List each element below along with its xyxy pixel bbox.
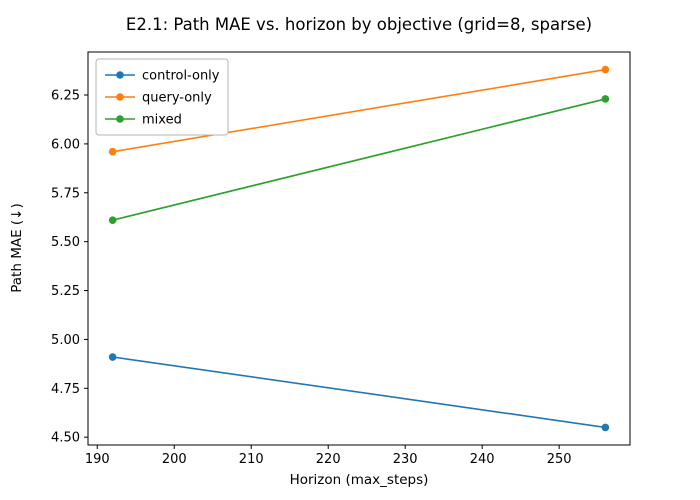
plot-root: 190 200 210 220 230 240 250 4.50 4.75 5.00 5.25 5.5…	[51, 51, 631, 467]
x-tick-label: 190	[85, 452, 110, 467]
series-line	[112, 98, 606, 221]
y-tick-label: 4.75	[51, 382, 80, 397]
data-point-marker	[601, 95, 610, 103]
data-point-marker	[601, 65, 610, 74]
series-line	[112, 68, 606, 153]
plot-frame	[87, 51, 631, 446]
x-tick-label: 220	[316, 452, 341, 467]
x-tick-label: 210	[239, 452, 264, 467]
x-tick-label: 250	[547, 452, 572, 467]
series-control-only	[108, 353, 610, 432]
y-tick-label: 5.75	[51, 186, 80, 201]
legend-entry-label: query-only	[142, 91, 212, 106]
legend-entry-label: control-only	[142, 69, 220, 84]
y-tick-label: 5.25	[51, 284, 80, 299]
series-mixed	[108, 95, 610, 224]
y-tick-label: 5.00	[51, 333, 80, 348]
legend-box	[95, 58, 229, 136]
data-point-marker	[108, 353, 117, 361]
series-line	[112, 356, 606, 429]
series-query-only	[108, 65, 610, 156]
legend: control-only query-only mixed	[95, 58, 229, 136]
y-axis-label: Path MAE (↓)	[9, 203, 25, 293]
legend-entry-label: mixed	[142, 113, 182, 128]
legend-sample-marker	[116, 71, 124, 79]
x-axis-label: Horizon (max_steps)	[290, 472, 429, 488]
y-axis: 4.50 4.75 5.00 5.25 5.50 5.75 6.00 6.25	[51, 89, 88, 446]
y-tick-label: 6.00	[51, 137, 80, 152]
legend-sample-marker	[116, 93, 124, 101]
x-tick-label: 240	[470, 452, 495, 467]
y-tick-label: 5.50	[51, 235, 80, 250]
data-point-marker	[108, 147, 117, 156]
y-tick-label: 6.25	[51, 89, 80, 104]
chart-title: E2.1: Path MAE vs. horizon by objective …	[126, 15, 592, 34]
x-tick-label: 230	[393, 452, 418, 467]
legend-sample-marker	[116, 115, 124, 123]
x-tick-label: 200	[162, 452, 187, 467]
data-point-marker	[601, 423, 610, 432]
x-axis: 190 200 210 220 230 240 250	[85, 445, 572, 467]
y-tick-label: 4.50	[51, 431, 80, 446]
data-point-marker	[108, 216, 117, 224]
